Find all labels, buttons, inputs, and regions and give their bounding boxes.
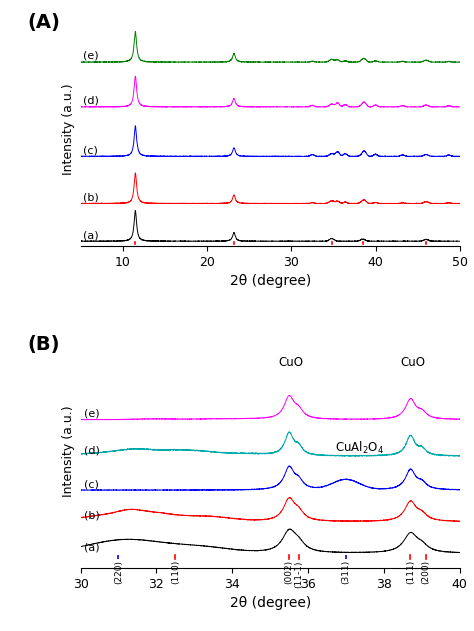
Text: (d): (d) bbox=[83, 96, 99, 106]
Text: CuAl$_2$O$_4$: CuAl$_2$O$_4$ bbox=[335, 440, 383, 456]
Text: (110): (110) bbox=[171, 560, 180, 584]
Text: (311): (311) bbox=[342, 560, 350, 584]
Text: (200): (200) bbox=[421, 560, 430, 584]
Text: (111): (111) bbox=[406, 560, 415, 584]
X-axis label: 2θ (degree): 2θ (degree) bbox=[229, 596, 311, 610]
Y-axis label: Intensity (a.u.): Intensity (a.u.) bbox=[62, 406, 75, 497]
Text: CuO: CuO bbox=[279, 356, 303, 369]
Text: (e): (e) bbox=[83, 51, 99, 61]
Text: CuO: CuO bbox=[400, 356, 425, 369]
Text: (B): (B) bbox=[27, 334, 60, 353]
Y-axis label: Intensity (a.u.): Intensity (a.u.) bbox=[62, 83, 75, 175]
X-axis label: 2θ (degree): 2θ (degree) bbox=[229, 274, 311, 288]
Text: (11-1): (11-1) bbox=[294, 560, 303, 587]
Text: (002): (002) bbox=[285, 560, 293, 584]
Text: (A): (A) bbox=[27, 13, 60, 32]
Text: (b): (b) bbox=[83, 192, 99, 203]
Text: (e): (e) bbox=[84, 409, 100, 419]
Text: (220): (220) bbox=[114, 560, 123, 584]
Text: (c): (c) bbox=[84, 480, 99, 490]
Text: (a): (a) bbox=[83, 230, 99, 240]
Text: (a): (a) bbox=[84, 543, 100, 553]
Text: (d): (d) bbox=[84, 445, 100, 456]
Text: (b): (b) bbox=[84, 511, 100, 521]
Text: (c): (c) bbox=[83, 145, 98, 155]
